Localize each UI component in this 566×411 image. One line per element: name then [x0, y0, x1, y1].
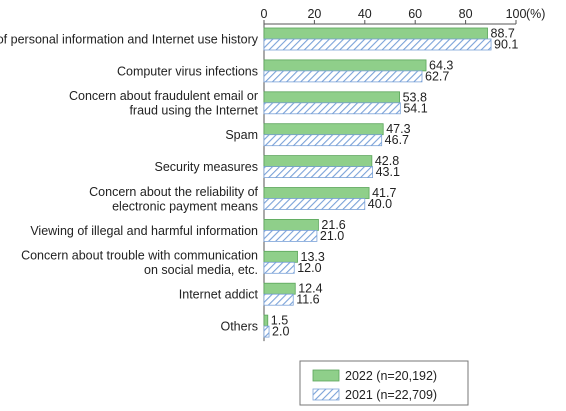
bar-series-1	[263, 91, 400, 104]
category-label: Concern about trouble with communication…	[21, 249, 258, 278]
data-label: 64.3	[429, 58, 453, 72]
data-label: 41.7	[372, 186, 396, 200]
x-tick-label: 40	[358, 7, 372, 21]
category-label-line: electronic payment means	[112, 199, 258, 213]
bar-series-2	[263, 38, 492, 51]
category-label-line: Computer virus infections	[117, 64, 258, 78]
category-label-line: Concern about fraudulent email or	[69, 89, 258, 103]
category-label-line: Others	[220, 320, 258, 334]
x-tick-label: 80	[459, 7, 473, 21]
data-label: 42.8	[375, 154, 399, 168]
legend-label: 2022 (n=20,192)	[345, 369, 437, 383]
category-label: Viewing of illegal and harmful informati…	[30, 224, 258, 238]
data-label: 1.5	[271, 314, 288, 328]
category-label-line: Viewing of illegal and harmful informati…	[30, 224, 258, 238]
bar-series-2	[263, 102, 401, 115]
bar-series-1	[263, 187, 370, 199]
category-label: Leak of personal information and Interne…	[0, 33, 259, 47]
data-label: 2.0	[272, 325, 289, 339]
bar-series-2	[263, 293, 294, 306]
data-label: 46.7	[385, 133, 409, 147]
bar-series-2	[263, 325, 270, 338]
x-tick-label: 0	[261, 7, 268, 21]
data-label: 12.0	[297, 261, 321, 275]
legend-swatch	[312, 388, 340, 401]
bar-series-1	[263, 218, 319, 231]
bar-series-1	[263, 282, 296, 295]
data-label: 21.0	[320, 229, 344, 243]
category-label: Internet addict	[179, 288, 259, 302]
bar-series-2	[263, 70, 423, 83]
category-label: Spam	[225, 128, 258, 142]
x-tick-label: 20	[307, 7, 321, 21]
bar-series-1	[263, 155, 373, 168]
data-label: 12.4	[298, 282, 322, 296]
category-label: Concern about fraudulent email or fraud u…	[69, 89, 259, 118]
data-label: 90.1	[494, 38, 518, 52]
data-label: 54.1	[403, 101, 427, 115]
data-label: 21.6	[321, 218, 345, 232]
bars	[263, 27, 492, 338]
category-label-line: Concern about trouble with communication	[21, 249, 258, 263]
category-label: Security measures	[154, 160, 258, 174]
bar-series-1	[263, 314, 269, 327]
bar-series-1	[263, 250, 298, 263]
data-label: 11.6	[296, 293, 319, 307]
category-label-line: Leak of personal information and Interne…	[0, 33, 259, 47]
category-label: Others	[220, 320, 258, 334]
legend-label: 2021 (n=22,709)	[345, 388, 437, 402]
category-label-line: Security measures	[154, 160, 258, 174]
legend-swatch	[312, 369, 340, 382]
category-label-line: on social media, etc.	[144, 263, 258, 277]
category-label-line: Spam	[225, 128, 258, 142]
bar-series-2	[263, 261, 295, 274]
data-label: 40.0	[368, 197, 392, 211]
data-label: 13.3	[301, 250, 325, 264]
data-label: 88.7	[491, 27, 515, 41]
category-label-line: Internet addict	[179, 288, 259, 302]
x-tick-label: 100	[506, 7, 527, 21]
bar-series-1	[263, 123, 384, 136]
data-label: 43.1	[376, 165, 400, 179]
category-label-line: fraud using the Internet	[129, 104, 258, 118]
x-unit-label: (%)	[526, 7, 545, 21]
x-tick-label: 60	[408, 7, 422, 21]
data-label: 47.3	[386, 122, 410, 136]
labels: 88.790.1 Leak of personal information and…	[0, 27, 518, 339]
bar-series-2	[263, 134, 383, 147]
category-label: Concern about the reliability of electron…	[89, 185, 258, 214]
bar-series-2	[263, 198, 366, 210]
bar-series-1	[263, 59, 427, 72]
data-label: 62.7	[425, 69, 449, 83]
category-label-line: Concern about the reliability of	[89, 185, 258, 199]
legend: 2022 (n=20,192) 2021 (n=22,709)	[299, 360, 469, 406]
data-label: 53.8	[403, 90, 427, 104]
bar-series-2	[263, 229, 318, 242]
bar-series-1	[263, 27, 488, 40]
bar-series-2	[263, 166, 374, 179]
category-label: Computer virus infections	[117, 64, 258, 78]
